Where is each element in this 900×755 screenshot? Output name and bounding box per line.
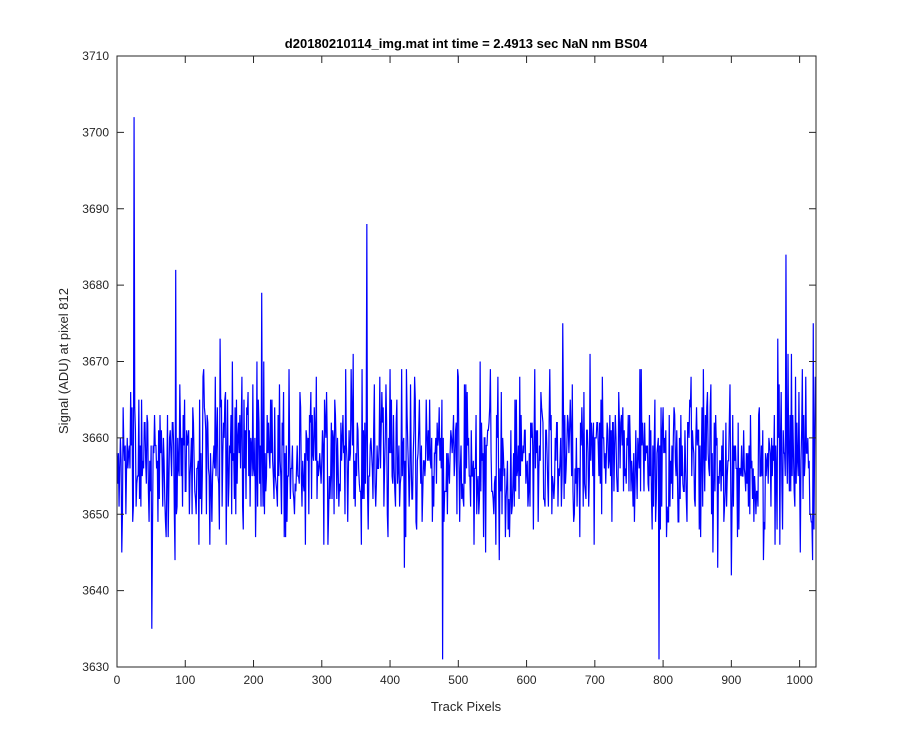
y-tick-label: 3630 bbox=[82, 660, 109, 674]
y-tick-label: 3680 bbox=[82, 278, 109, 292]
x-tick-label: 500 bbox=[448, 673, 468, 687]
x-tick-label: 900 bbox=[721, 673, 741, 687]
x-tick-label: 300 bbox=[312, 673, 332, 687]
series-line bbox=[116, 117, 816, 660]
x-tick-label: 400 bbox=[380, 673, 400, 687]
y-tick-label: 3660 bbox=[82, 431, 109, 445]
y-tick-label: 3690 bbox=[82, 202, 109, 216]
x-tick-label: 0 bbox=[114, 673, 121, 687]
y-tick-label: 3710 bbox=[82, 49, 109, 63]
y-tick-label: 3670 bbox=[82, 355, 109, 369]
plot-area bbox=[117, 56, 816, 667]
y-tick-label: 3640 bbox=[82, 584, 109, 598]
chart-title: d20180210114_img.mat int time = 2.4913 s… bbox=[285, 36, 648, 51]
x-axis-label: Track Pixels bbox=[431, 699, 502, 714]
x-tick-label: 200 bbox=[244, 673, 264, 687]
x-tick-label: 1000 bbox=[786, 673, 813, 687]
y-axis-label: Signal (ADU) at pixel 812 bbox=[56, 288, 71, 434]
x-tick-label: 700 bbox=[585, 673, 605, 687]
y-tick-label: 3650 bbox=[82, 507, 109, 521]
x-tick-label: 800 bbox=[653, 673, 673, 687]
x-tick-label: 100 bbox=[175, 673, 195, 687]
x-tick-label: 600 bbox=[517, 673, 537, 687]
y-tick-label: 3700 bbox=[82, 125, 109, 139]
